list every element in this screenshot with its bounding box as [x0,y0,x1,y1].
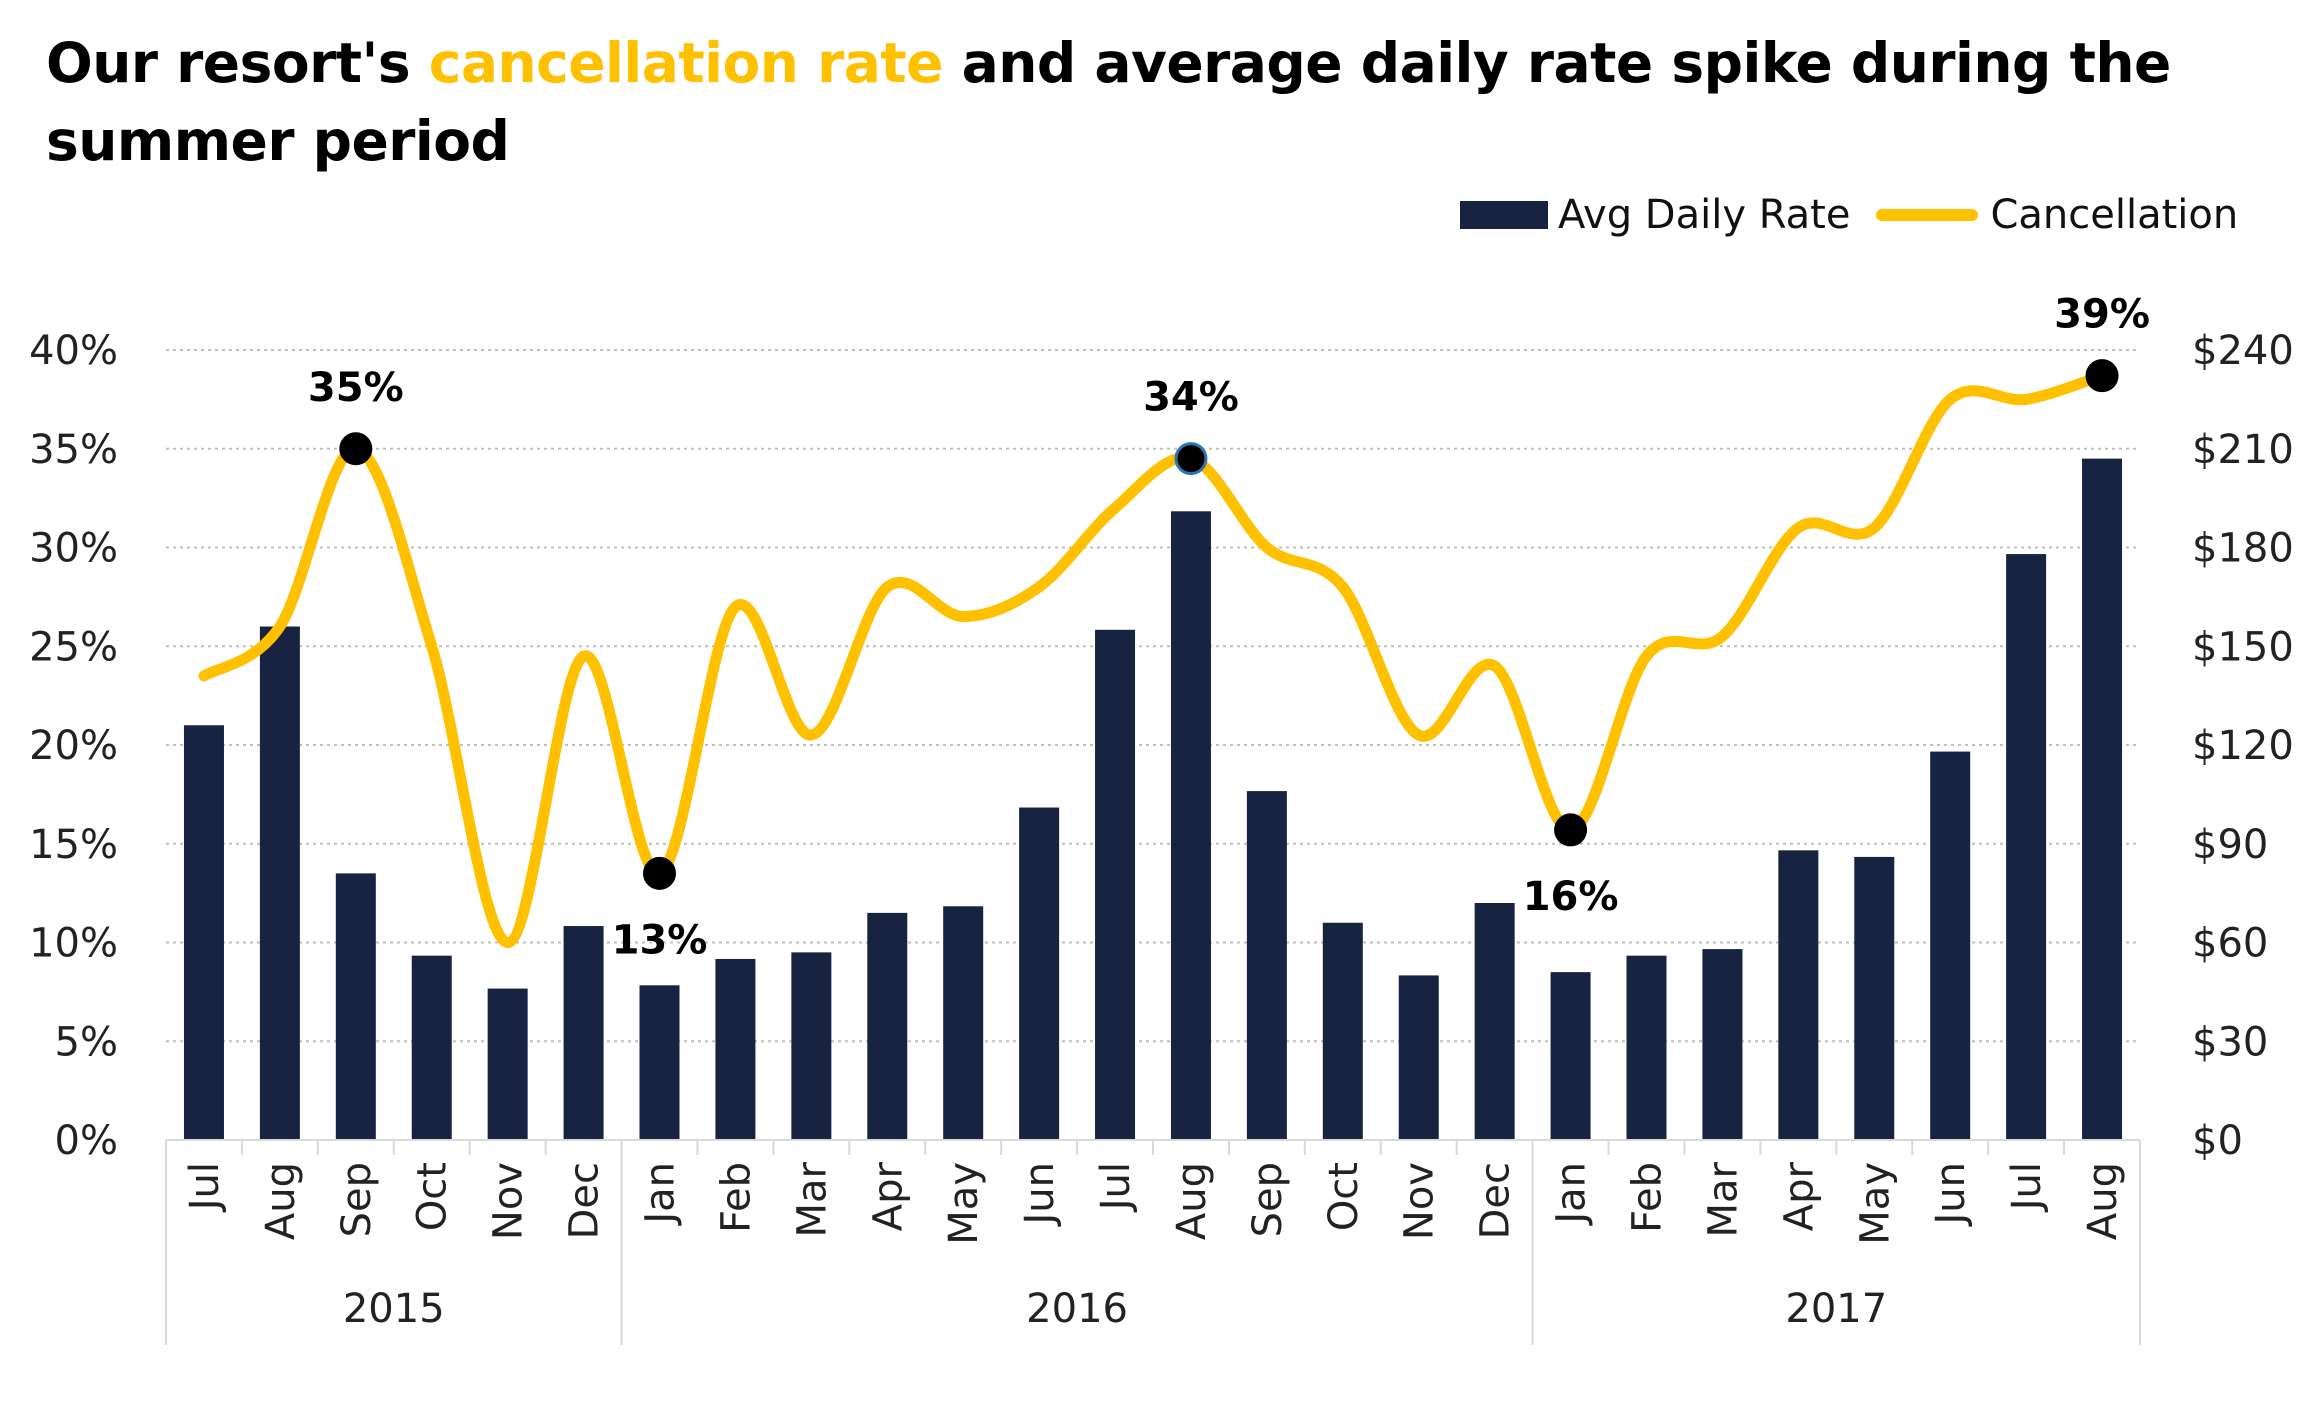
x-tick-label: Nov [486,1162,532,1240]
bar [183,725,224,1140]
y-left-tick-label: 40% [29,328,118,374]
y-right-tick-label: $240 [2192,328,2294,374]
bar [1778,850,1819,1140]
bar [791,952,832,1140]
y-left-tick-label: 0% [55,1118,118,1164]
legend: Avg Daily Rate Cancellation [1460,185,2238,245]
bar [2082,458,2123,1140]
y-right-tick-label: $180 [2192,526,2294,572]
data-point-marker [2085,359,2119,393]
title-highlight: cancellation rate [428,31,944,95]
bar [2006,554,2047,1140]
data-point-marker [1554,813,1588,847]
data-point-marker [643,856,676,890]
bar [943,906,984,1140]
bar [1702,949,1743,1140]
y-right-tick-label: $120 [2192,723,2294,769]
bar [715,958,756,1140]
legend-line-swatch [1876,209,1979,221]
bar [1170,511,1211,1141]
x-tick-label: Aug [2080,1162,2126,1240]
bar [1398,975,1439,1140]
legend-bar-swatch [1460,201,1548,229]
data-point-marker [339,432,373,466]
x-tick-label: Dec [562,1162,608,1239]
y-right-tick-label: $150 [2192,624,2294,670]
y-left-tick-label: 35% [29,427,118,473]
x-tick-label: Dec [1473,1162,1519,1239]
bar [259,626,300,1140]
data-label: 16% [1523,874,1619,920]
bar [867,912,908,1140]
bar [1550,972,1591,1140]
title-part-1: Our resort's [46,31,429,95]
chart-title: Our resort's cancellation rate and avera… [46,24,2226,180]
x-tick-label: Oct [1321,1162,1367,1231]
legend-line-label: Cancellation [1990,192,2239,238]
data-label: 13% [612,917,708,963]
y-right-tick-label: $60 [2192,921,2268,967]
y-left-tick-label: 10% [29,921,118,967]
x-tick-label: Jan [638,1162,684,1227]
x-group-label: 2017 [1785,1286,1887,1332]
legend-bar-label: Avg Daily Rate [1558,192,1851,238]
data-label: 34% [1143,375,1239,421]
bar [639,985,680,1140]
bar [1019,807,1060,1140]
y-left-tick-label: 15% [29,822,118,868]
data-point-marker [1174,442,1208,476]
x-tick-label: Jul [182,1162,228,1213]
x-tick-label: Aug [1169,1162,1215,1240]
y-left-tick-label: 25% [29,624,118,670]
cancellation-line [198,370,2108,948]
x-tick-label: Apr [865,1161,911,1231]
y-right-tick-label: $210 [2192,427,2294,473]
x-tick-label: Feb [1625,1162,1671,1233]
data-label: 39% [2054,292,2150,338]
x-tick-label: Jan [1549,1162,1595,1227]
bar [335,873,376,1140]
x-tick-label: Sep [334,1162,380,1237]
x-tick-label: Feb [713,1162,759,1233]
bar [1930,751,1971,1140]
bar [1474,903,1515,1140]
y-right-tick-label: $0 [2192,1118,2243,1164]
bar [1626,955,1667,1140]
title-part-2: and average daily rate spike during the … [46,31,2171,173]
x-tick-label: May [941,1162,987,1245]
x-tick-label: Jul [2004,1162,2050,1213]
y-right-tick-label: $90 [2192,822,2268,868]
x-tick-label: Sep [1245,1162,1291,1237]
y-left-tick-label: 20% [29,723,118,769]
x-tick-label: Aug [258,1162,304,1240]
data-label: 35% [308,365,404,411]
bar [1246,791,1287,1140]
bar [487,988,528,1140]
bar [1095,629,1136,1140]
x-tick-label: Mar [789,1161,835,1237]
y-left-tick-label: 30% [29,526,118,572]
x-tick-label: Mar [1700,1161,1746,1237]
x-tick-label: Apr [1776,1161,1822,1231]
bar [411,955,452,1140]
y-left-tick-label: 5% [55,1019,118,1065]
x-tick-label: Jul [1093,1162,1139,1213]
bar [563,926,604,1140]
bar [1322,922,1363,1140]
x-group-label: 2016 [1026,1286,1128,1332]
bar [1854,856,1895,1140]
x-tick-label: May [1852,1162,1898,1245]
x-tick-label: Oct [410,1162,456,1231]
x-tick-label: Nov [1397,1162,1443,1240]
x-group-label: 2015 [343,1286,445,1332]
x-tick-label: Jun [1928,1162,1974,1228]
x-tick-label: Jun [1017,1162,1063,1228]
y-right-tick-label: $30 [2192,1019,2268,1065]
